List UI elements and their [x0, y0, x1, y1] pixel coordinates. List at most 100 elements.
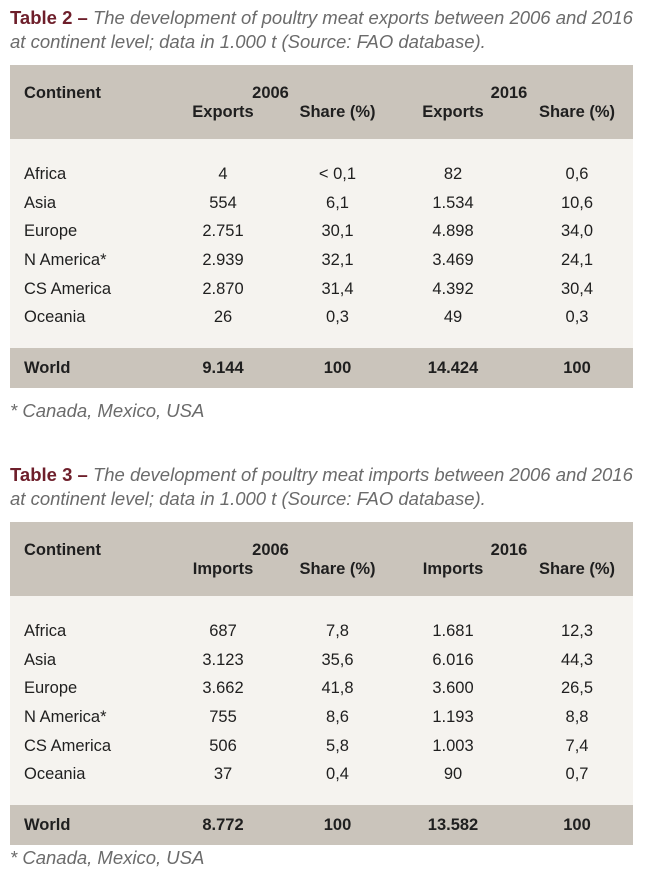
cell-continent: Oceania	[24, 765, 86, 784]
table-3-imports: Continent 2006 2016 Imports Share (%) Im…	[10, 522, 633, 846]
cell-value: 1.003	[432, 736, 474, 755]
cell-value: 0,3	[565, 308, 589, 327]
column-header-continent: Continent	[10, 65, 156, 103]
table-3-caption-text: The development of poultry meat imports …	[10, 464, 633, 509]
cell-value: 5,8	[326, 736, 349, 755]
cell-value: 3.600	[432, 679, 474, 698]
column-header-year-2006: 2006	[156, 522, 385, 560]
cell-total-value: 13.582	[385, 805, 521, 846]
subheader-share-2006: Share (%)	[290, 103, 385, 139]
cell-value: 2.751	[202, 222, 244, 241]
cell-value: 0,7	[565, 765, 589, 784]
cell-total-label: World	[10, 348, 156, 389]
cell-value: 0,3	[326, 308, 349, 327]
subheader-share-2006: Share (%)	[290, 560, 385, 596]
cell-total-value: 100	[290, 348, 385, 389]
table-total-row: World 9.144 100 14.424 100	[10, 348, 633, 389]
table-row: Oceania 26 0,3 49 0,3	[10, 303, 633, 332]
cell-value: 2.870	[202, 279, 244, 298]
table-row: Europe 2.751 30,1 4.898 34,0	[10, 217, 633, 246]
cell-value: 4.392	[432, 279, 474, 298]
cell-value: 506	[209, 736, 237, 755]
cell-value: 4.898	[432, 222, 474, 241]
table-2-caption: Table 2 – The development of poultry mea…	[10, 6, 640, 54]
table-2-exports: Continent 2006 2016 Exports Share (%) Ex…	[10, 65, 633, 389]
table-row: Asia 554 6,1 1.534 10,6	[10, 189, 633, 218]
table-row: N America* 755 8,6 1.193 8,8	[10, 703, 633, 732]
subheader-share-2016: Share (%)	[521, 560, 633, 596]
table-row: CS America 506 5,8 1.003 7,4	[10, 732, 633, 761]
cell-continent: N America*	[24, 707, 107, 726]
table-row: N America* 2.939 32,1 3.469 24,1	[10, 246, 633, 275]
cell-value: 687	[209, 621, 237, 640]
cell-value: 44,3	[560, 650, 594, 669]
cell-continent: Europe	[24, 679, 78, 698]
cell-continent: Asia	[24, 650, 57, 669]
table-3-caption: Table 3 – The development of poultry mea…	[10, 463, 640, 511]
column-header-year-2016: 2016	[385, 522, 633, 560]
cell-value: 30,4	[560, 279, 594, 298]
cell-value: 3.469	[432, 250, 474, 269]
subheader-imports-2016: Imports	[385, 560, 521, 596]
cell-value: 26,5	[560, 679, 594, 698]
cell-total-value: 100	[521, 348, 633, 389]
table-subheader-row: Imports Share (%) Imports Share (%)	[10, 560, 633, 596]
cell-total-label: World	[10, 805, 156, 846]
cell-value: 8,6	[326, 707, 349, 726]
subheader-empty	[10, 103, 156, 139]
cell-value: 6.016	[432, 650, 474, 669]
cell-value: 12,3	[560, 621, 594, 640]
cell-value: 24,1	[560, 250, 594, 269]
cell-value: 6,1	[326, 193, 349, 212]
cell-value: 755	[209, 707, 237, 726]
table-header-row: Continent 2006 2016	[10, 522, 633, 560]
cell-total-value: 100	[290, 805, 385, 846]
cell-value: 2.939	[202, 250, 244, 269]
cell-continent: N America*	[24, 250, 107, 269]
cell-value: 0,4	[326, 765, 349, 784]
table-row: Africa 4 < 0,1 82 0,6	[10, 160, 633, 189]
subheader-imports-2006: Imports	[156, 560, 290, 596]
cell-continent: Oceania	[24, 308, 86, 327]
cell-continent: Africa	[24, 164, 67, 183]
cell-value: 31,4	[321, 279, 354, 298]
cell-value: 4	[218, 164, 228, 183]
cell-value: 37	[213, 765, 233, 784]
subheader-share-2016: Share (%)	[521, 103, 633, 139]
table-header-row: Continent 2006 2016	[10, 65, 633, 103]
cell-value: 3.123	[202, 650, 244, 669]
cell-continent: Africa	[24, 621, 67, 640]
cell-value: 90	[443, 765, 463, 784]
cell-value: 34,0	[560, 222, 594, 241]
cell-continent: Europe	[24, 222, 78, 241]
table-2-caption-text: The development of poultry meat exports …	[10, 7, 633, 52]
cell-value: 35,6	[321, 650, 354, 669]
cell-continent: Asia	[24, 193, 57, 212]
subheader-exports-2006: Exports	[156, 103, 290, 139]
table-row: Asia 3.123 35,6 6.016 44,3	[10, 646, 633, 675]
cell-value: 7,4	[565, 736, 589, 755]
column-header-continent: Continent	[10, 522, 156, 560]
cell-value: 554	[209, 193, 237, 212]
cell-value: 3.662	[202, 679, 244, 698]
cell-total-value: 9.144	[156, 348, 290, 389]
cell-value: 26	[213, 308, 233, 327]
cell-total-value: 14.424	[385, 348, 521, 389]
cell-continent: CS America	[24, 736, 112, 755]
cell-value: 10,6	[560, 193, 594, 212]
subheader-empty	[10, 560, 156, 596]
cell-value: 41,8	[321, 679, 354, 698]
cell-value: 0,6	[565, 164, 589, 183]
cell-value: 1.681	[432, 621, 474, 640]
column-header-year-2006: 2006	[156, 65, 385, 103]
cell-value: 82	[443, 164, 463, 183]
table-subheader-row: Exports Share (%) Exports Share (%)	[10, 103, 633, 139]
subheader-exports-2016: Exports	[385, 103, 521, 139]
cell-value: 7,8	[326, 621, 349, 640]
cell-value: 8,8	[565, 707, 589, 726]
cell-continent: CS America	[24, 279, 112, 298]
cell-value: < 0,1	[318, 164, 357, 183]
table-3-label: Table 3 –	[10, 464, 88, 485]
cell-value: 49	[443, 308, 463, 327]
table-total-row: World 8.772 100 13.582 100	[10, 805, 633, 846]
